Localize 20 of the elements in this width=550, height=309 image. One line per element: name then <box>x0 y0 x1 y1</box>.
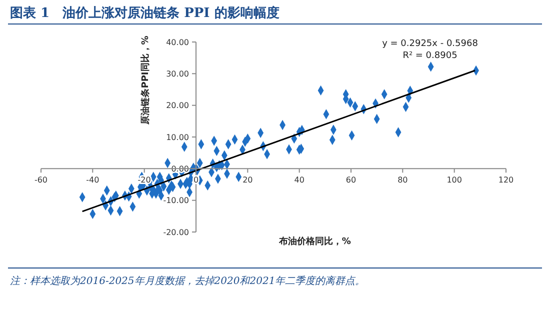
x-tick-label: -60 <box>34 176 48 185</box>
annotation: y = 0.2925x - 0.5968 <box>382 39 478 49</box>
y-tick-label: 30.00 <box>166 69 189 78</box>
y-tick-label: -20.00 <box>163 228 189 237</box>
x-axis-title: 布油价格同比，% <box>278 236 351 247</box>
x-tick-label: 80 <box>398 176 408 185</box>
y-tick-label: 10.00 <box>166 132 189 142</box>
x-tick-label: 120 <box>498 176 514 185</box>
x-tick-label: 40 <box>294 176 304 185</box>
chart-title: 图表 1 油价上涨对原油链条 PPI 的影响幅度 <box>10 5 280 21</box>
text: 注：样本选取为2016-2025年月度数据，去掉2020和2021年二季度的离群点。 <box>10 275 366 287</box>
annotation: R² = 0.8905 <box>402 51 458 61</box>
x-tick-label: 100 <box>446 176 462 185</box>
y-axis-title: 原油链条PPI同比，% <box>140 36 151 126</box>
x-tick-label: 20 <box>242 176 253 185</box>
x-tick-label: -40 <box>86 176 100 185</box>
x-tick-label: 60 <box>346 176 356 185</box>
y-tick-label: 20.00 <box>166 101 189 110</box>
y-tick-label: 40.00 <box>166 38 189 47</box>
y-tick-label: -10.00 <box>163 196 189 206</box>
